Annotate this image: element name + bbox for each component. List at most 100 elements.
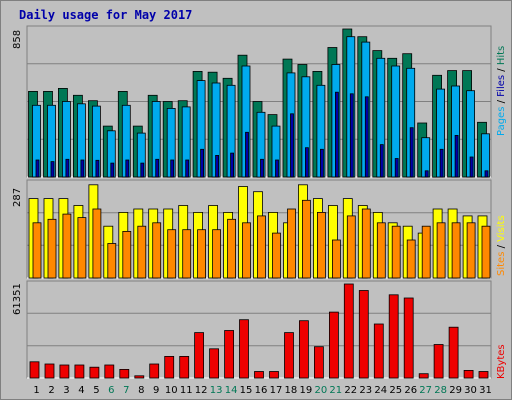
x-tick-label-21: 21 — [329, 385, 342, 396]
panel-kbytes — [26, 280, 492, 379]
x-tick-label-25: 25 — [389, 385, 402, 396]
sites-bar-16 — [257, 215, 266, 279]
legend-sep-3: / — [496, 242, 507, 252]
pages-bar-17 — [275, 159, 279, 178]
middle-legend: Sites / Visits — [496, 215, 507, 276]
pages-bar-29 — [454, 134, 459, 178]
legend-sep-1: / — [496, 97, 507, 107]
sites-bar-6 — [107, 243, 117, 279]
legend-sites: Sites — [496, 252, 507, 276]
middle-max-label: 287 — [12, 188, 23, 207]
pages-bar-13 — [215, 154, 220, 178]
x-tick-label-10: 10 — [165, 385, 178, 396]
kbytes-bar-5 — [89, 366, 100, 379]
x-tick-label-9: 9 — [153, 385, 159, 396]
x-tick-label-22: 22 — [344, 385, 357, 396]
pages-bar-1 — [35, 159, 40, 178]
kbytes-bar-17 — [269, 371, 279, 379]
kbytes-bar-29 — [448, 326, 459, 379]
sites-bar-2 — [47, 218, 57, 279]
pages-bar-30 — [469, 156, 474, 178]
x-tick-label-20: 20 — [315, 385, 328, 396]
kbytes-bar-15 — [239, 319, 249, 379]
x-tick-label-19: 19 — [300, 385, 313, 396]
kbytes-bar-25 — [388, 294, 399, 379]
kbytes-bar-12 — [194, 332, 205, 379]
legend-sep-2: / — [496, 65, 507, 75]
sites-bar-22 — [346, 215, 356, 279]
bottom-plot-area — [26, 280, 492, 379]
x-tick-label-3: 3 — [63, 385, 69, 396]
sites-bar-15 — [242, 222, 251, 279]
kbytes-bar-10 — [164, 355, 175, 379]
kbytes-bar-1 — [29, 361, 40, 379]
kbytes-bar-7 — [119, 368, 130, 379]
pages-bar-16 — [260, 158, 264, 178]
x-tick-label-23: 23 — [359, 385, 372, 396]
legend-kbytes: KBytes — [496, 344, 507, 379]
sites-bar-31 — [481, 225, 491, 279]
kbytes-bar-14 — [224, 330, 235, 379]
sites-bar-3 — [62, 213, 72, 279]
sites-bar-18 — [287, 208, 296, 279]
top-legend: Pages / Files / Hits — [496, 46, 507, 136]
pages-bar-11 — [185, 159, 190, 178]
pages-bar-23 — [364, 96, 369, 178]
sites-bar-21 — [331, 239, 341, 279]
pages-bar-28 — [439, 148, 444, 178]
x-tick-label-12: 12 — [195, 385, 208, 396]
x-tick-label-14: 14 — [225, 385, 238, 396]
pages-bar-10 — [170, 159, 175, 178]
kbytes-bar-4 — [74, 364, 85, 379]
pages-bar-9 — [155, 158, 160, 178]
kbytes-bar-16 — [254, 371, 264, 379]
x-tick-label-28: 28 — [434, 385, 447, 396]
panel-hits-files-pages — [26, 25, 492, 178]
pages-bar-20 — [319, 148, 324, 178]
x-axis-ticks: 1 2 3 4 5 6 7 8 9 10 11 12 13 14 15 16 17 18 19 20 21 22 23 24 2… — [33, 385, 492, 396]
sites-bar-29 — [451, 222, 461, 279]
kbytes-bar-8 — [134, 375, 145, 379]
kbytes-bar-2 — [44, 363, 55, 379]
legend-visits: Visits — [496, 215, 507, 242]
pages-bar-12 — [200, 148, 205, 178]
kbytes-bar-21 — [328, 311, 339, 379]
kbytes-bar-28 — [433, 344, 444, 379]
pages-bar-2 — [50, 161, 55, 178]
pages-bar-14 — [230, 152, 235, 178]
legend-files: Files — [496, 75, 507, 97]
panel-visits-sites — [26, 179, 492, 279]
kbytes-bar-31 — [478, 371, 489, 379]
x-tick-label-8: 8 — [138, 385, 144, 396]
sites-bar-8 — [137, 225, 147, 279]
kbytes-bar-11 — [179, 355, 190, 379]
x-tick-label-5: 5 — [93, 385, 99, 396]
kbytes-bar-13 — [209, 348, 220, 379]
sites-bar-30 — [466, 222, 476, 279]
sites-bar-23 — [361, 208, 371, 279]
sites-bar-14 — [227, 218, 237, 279]
kbytes-bar-3 — [59, 364, 70, 379]
sites-bar-10 — [167, 229, 177, 279]
kbytes-bar-23 — [358, 290, 369, 379]
x-tick-label-13: 13 — [210, 385, 223, 396]
x-tick-label-15: 15 — [240, 385, 253, 396]
kbytes-bar-20 — [313, 346, 324, 379]
pages-bar-18 — [290, 113, 294, 178]
x-tick-label-7: 7 — [123, 385, 129, 396]
sites-bar-25 — [391, 225, 401, 279]
sites-bar-5 — [92, 208, 102, 279]
sites-bar-17 — [272, 232, 281, 279]
sites-bar-7 — [122, 230, 132, 279]
pages-bar-6 — [110, 162, 115, 178]
kbytes-bar-27 — [418, 373, 429, 379]
pages-bar-7 — [125, 159, 130, 178]
pages-bar-25 — [394, 158, 399, 178]
x-tick-label-6: 6 — [108, 385, 114, 396]
x-tick-label-26: 26 — [404, 385, 417, 396]
legend-pages: Pages — [496, 107, 507, 136]
pages-bar-27 — [424, 170, 429, 178]
x-tick-label-29: 29 — [449, 385, 462, 396]
sites-bar-13 — [212, 229, 222, 279]
